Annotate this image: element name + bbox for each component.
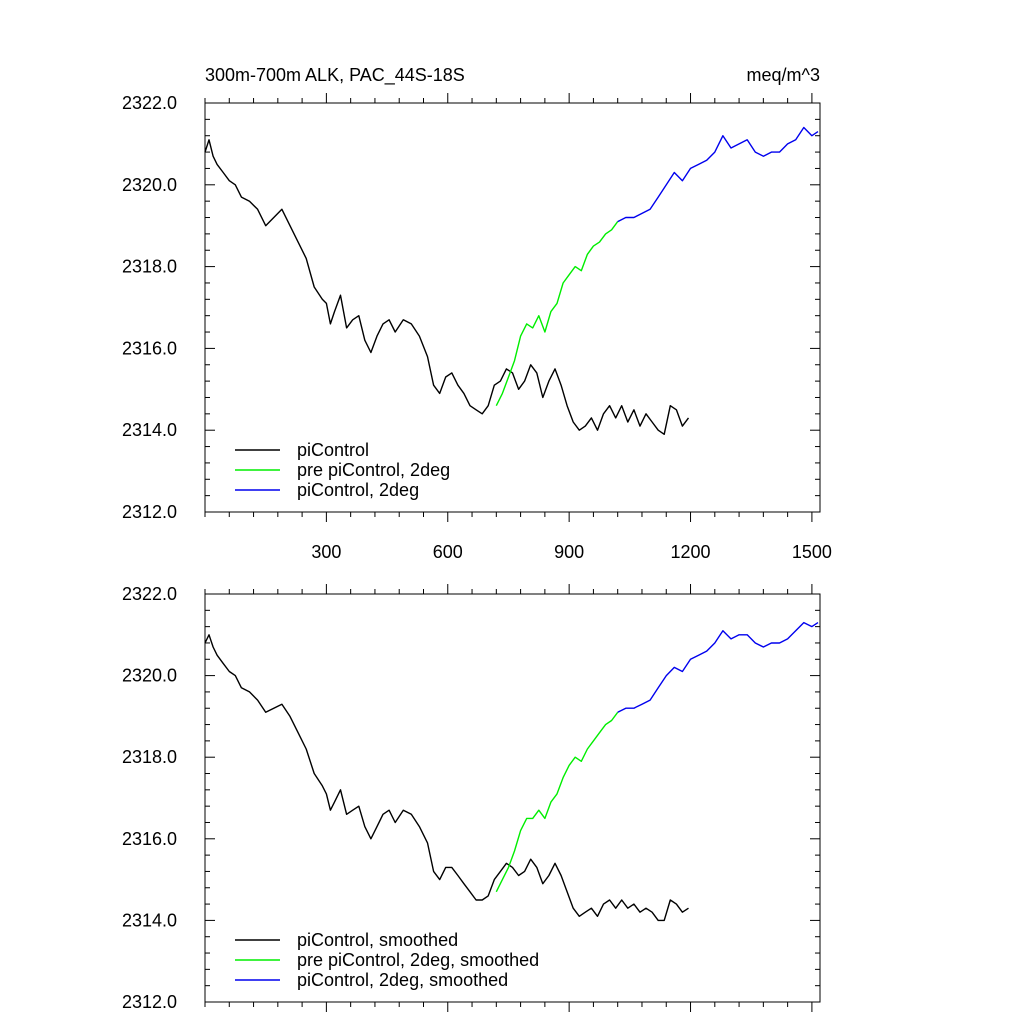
- series-line-1: [495, 221, 619, 407]
- y-tick-label: 2312.0: [122, 502, 177, 522]
- y-tick-label: 2314.0: [122, 910, 177, 930]
- y-tick-label: 2314.0: [122, 420, 177, 440]
- legend-label: piControl, 2deg, smoothed: [297, 970, 508, 990]
- bottom-panel: 2312.0 2314.0 2316.0 2318.0 2320.0 2322.0 piCo…: [122, 584, 821, 1012]
- plot-frame: [204, 593, 821, 1003]
- chart-title: 300m-700m ALK, PAC_44S-18S: [205, 65, 465, 86]
- y-tick-label: 2312.0: [122, 992, 177, 1012]
- x-tick-label: 900: [554, 542, 584, 562]
- series-line-0: [204, 139, 690, 435]
- x-tick-label: 600: [433, 542, 463, 562]
- x-tick-label: 1500: [792, 542, 832, 562]
- legend-label: pre piControl, 2deg, smoothed: [297, 950, 539, 970]
- legend-label: piControl, smoothed: [297, 930, 458, 950]
- series-line-1: [495, 711, 619, 893]
- y-tick-label: 2318.0: [122, 257, 177, 277]
- units-label: meq/m^3: [747, 65, 820, 85]
- top-panel: 2312.0 2314.0 2316.0 2318.0 2320.0 2322.0 300 6…: [122, 65, 832, 562]
- legend-label: piControl: [297, 440, 369, 460]
- y-tick-label: 2320.0: [122, 175, 177, 195]
- y-tick-label: 2322.0: [122, 584, 177, 604]
- y-tick-label: 2316.0: [122, 829, 177, 849]
- legend-label: piControl, 2deg: [297, 480, 419, 500]
- series-line-2: [617, 621, 819, 713]
- plot-frame: [204, 102, 821, 513]
- series-line-0: [204, 634, 689, 922]
- legend-label: pre piControl, 2deg: [297, 460, 450, 480]
- y-tick-label: 2318.0: [122, 747, 177, 767]
- y-tick-label: 2316.0: [122, 338, 177, 358]
- x-tick-label: 1200: [671, 542, 711, 562]
- y-tick-label: 2320.0: [122, 666, 177, 686]
- y-tick-label: 2322.0: [122, 93, 177, 113]
- series-line-2: [617, 126, 819, 223]
- x-tick-label: 300: [311, 542, 341, 562]
